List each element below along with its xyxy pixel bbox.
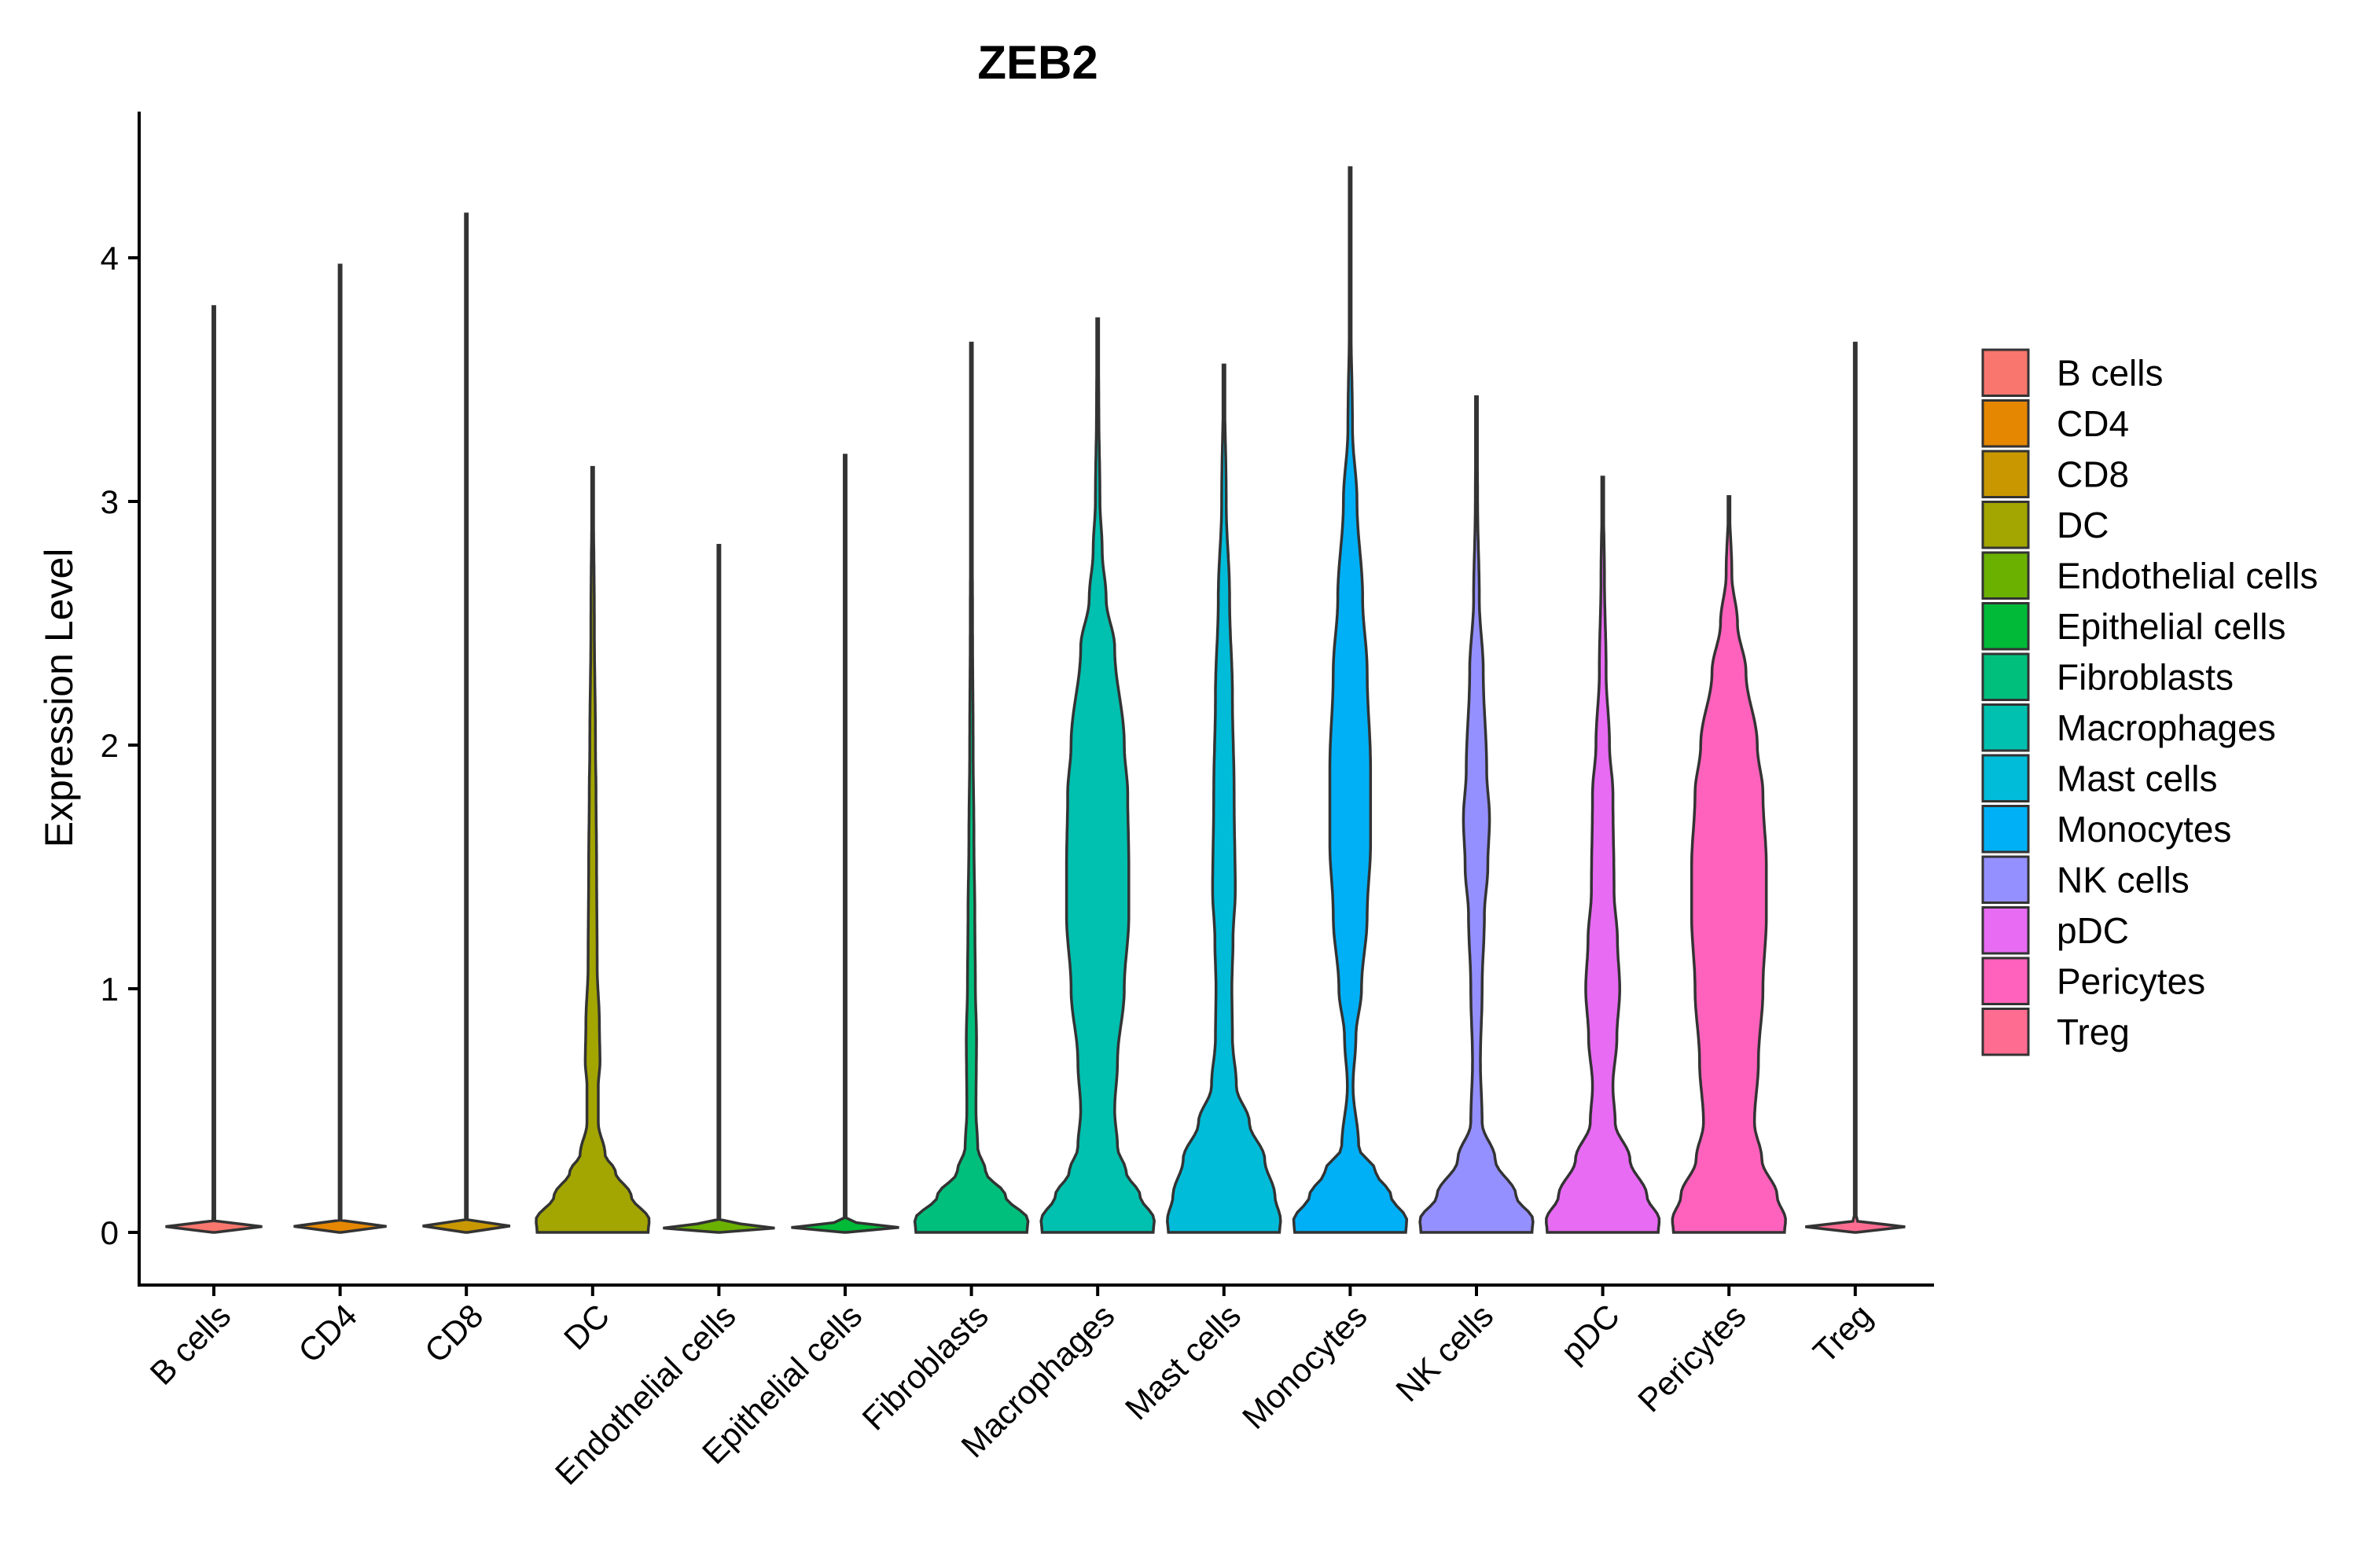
x-tick-label-dc: DC	[557, 1297, 616, 1357]
legend-swatch-epithelial-cells	[1981, 602, 2030, 651]
violin-cd4	[293, 263, 387, 1234]
x-tick-label-b-cells: B cells	[143, 1297, 238, 1392]
legend-label-epithelial-cells: Epithelial cells	[2057, 606, 2285, 647]
violin-pdc	[1545, 476, 1661, 1234]
violin-dc	[535, 465, 651, 1234]
violin-treg	[1805, 341, 1906, 1234]
violin-mast-cells	[1166, 363, 1282, 1234]
legend-swatch-endothelial-cells	[1981, 551, 2030, 600]
x-tick-label-cd8: CD8	[417, 1297, 491, 1370]
violin-macrophages	[1039, 317, 1156, 1234]
x-tick-label-cd4: CD4	[291, 1297, 364, 1370]
legend-swatch-monocytes	[1981, 805, 2030, 854]
y-tick-label-1: 1	[101, 971, 119, 1008]
legend-label-fibroblasts: Fibroblasts	[2057, 656, 2234, 697]
y-tick-label-0: 0	[101, 1214, 119, 1251]
legend-swatch-treg	[1981, 1008, 2030, 1056]
legend-label-nk-cells: NK cells	[2057, 859, 2190, 900]
x-tick-label-treg: Treg	[1806, 1297, 1879, 1370]
legend-label-dc: DC	[2057, 505, 2109, 545]
violin-fibroblasts	[913, 341, 1030, 1234]
legend-swatch-cd4	[1981, 399, 2030, 448]
y-ticks-group: 0 1 2 3 4	[101, 240, 139, 1251]
x-tick-label-fibroblasts: Fibroblasts	[855, 1297, 995, 1437]
violins-group	[165, 166, 1906, 1234]
legend-swatch-pericytes	[1981, 957, 2030, 1005]
violin-b-cells	[165, 305, 263, 1234]
violin-monocytes	[1292, 166, 1409, 1234]
legend-label-pdc: pDC	[2057, 910, 2129, 951]
violin-pericytes	[1671, 495, 1787, 1234]
y-tick-label-3: 3	[101, 483, 119, 520]
violin-cd8	[422, 212, 511, 1234]
x-tick-label-pdc: pDC	[1554, 1297, 1627, 1370]
legend-swatch-cd8	[1981, 450, 2030, 498]
x-tick-label-nk-cells: NK cells	[1388, 1297, 1500, 1408]
legend-label-mast-cells: Mast cells	[2057, 758, 2217, 799]
legend-swatch-mast-cells	[1981, 754, 2030, 802]
violin-epithelial-cells	[791, 454, 899, 1234]
y-tick-label-4: 4	[101, 240, 119, 277]
legend-swatch-nk-cells	[1981, 855, 2030, 904]
legend-swatch-fibroblasts	[1981, 652, 2030, 701]
legend-label-endothelial-cells: Endothelial cells	[2057, 555, 2318, 596]
legend: B cells CD4 CD8 DC Endothelial cells Epitheli…	[1981, 348, 2318, 1056]
legend-label-b-cells: B cells	[2057, 352, 2163, 393]
legend-label-monocytes: Monocytes	[2057, 809, 2231, 850]
legend-label-cd8: CD8	[2057, 454, 2129, 494]
legend-swatch-b-cells	[1981, 348, 2030, 397]
legend-label-cd4: CD4	[2057, 403, 2129, 444]
violin-nk-cells	[1418, 395, 1535, 1234]
x-tick-label-mast-cells: Mast cells	[1118, 1297, 1248, 1427]
legend-swatch-macrophages	[1981, 703, 2030, 752]
legend-swatch-pdc	[1981, 906, 2030, 955]
axes-group	[138, 112, 1934, 1287]
violin-endothelial-cells	[663, 544, 775, 1234]
x-tick-label-monocytes: Monocytes	[1235, 1297, 1374, 1436]
y-tick-label-2: 2	[101, 727, 119, 764]
x-tick-label-pericytes: Pericytes	[1631, 1297, 1752, 1419]
legend-label-macrophages: Macrophages	[2057, 707, 2276, 748]
legend-label-treg: Treg	[2057, 1012, 2130, 1052]
chart-title: ZEB2	[977, 36, 1098, 89]
y-axis-title: Expression Level	[37, 549, 81, 848]
legend-swatch-dc	[1981, 501, 2030, 549]
legend-label-pericytes: Pericytes	[2057, 960, 2205, 1001]
